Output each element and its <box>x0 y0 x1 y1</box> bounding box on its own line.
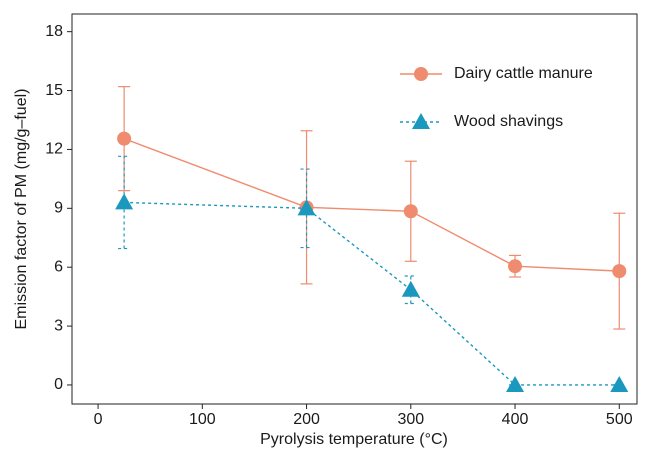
marker <box>506 375 525 392</box>
x-tick-label: 500 <box>606 411 633 428</box>
y-tick-label: 0 <box>54 376 63 393</box>
y-tick-label: 18 <box>45 23 63 40</box>
y-tick-label: 15 <box>45 82 63 99</box>
marker <box>403 204 418 219</box>
x-tick-label: 0 <box>94 411 103 428</box>
y-tick-label: 12 <box>45 141 63 158</box>
x-tick-label: 300 <box>397 411 424 428</box>
y-tick-label: 9 <box>54 200 63 217</box>
marker <box>401 280 420 297</box>
marker <box>297 199 316 216</box>
x-tick-label: 400 <box>502 411 529 428</box>
marker <box>508 259 523 274</box>
marker <box>117 131 132 146</box>
marker <box>612 264 627 279</box>
legend-label: Wood shavings <box>454 113 563 130</box>
series-line <box>124 201 620 386</box>
y-axis-label: Emission factor of PM (mg/g–fuel) <box>13 89 30 330</box>
legend-label: Dairy cattle manure <box>454 65 593 82</box>
marker <box>115 193 134 210</box>
y-tick-label: 6 <box>54 258 63 275</box>
x-axis-label: Pyrolysis temperature (°C) <box>260 431 448 448</box>
marker <box>610 375 629 392</box>
y-tick-label: 3 <box>54 317 63 334</box>
x-tick-label: 200 <box>293 411 320 428</box>
legend-marker <box>412 113 430 129</box>
plot-frame <box>71 13 638 405</box>
x-tick-label: 100 <box>189 411 216 428</box>
legend-marker <box>414 67 428 81</box>
